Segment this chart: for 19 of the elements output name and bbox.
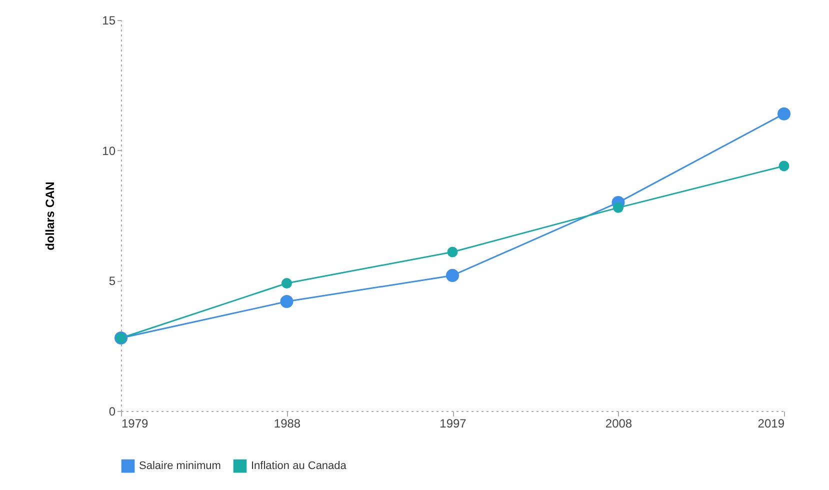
point — [778, 160, 790, 172]
point — [446, 268, 460, 282]
y-tick-label: 5 — [108, 274, 116, 288]
x-tick-label: 1997 — [440, 416, 467, 430]
point — [447, 246, 458, 258]
point — [280, 295, 294, 308]
point — [282, 278, 292, 289]
point — [613, 202, 624, 213]
point — [777, 107, 791, 120]
x-tick-label: 1979 — [122, 416, 149, 430]
y-tick-label: 15 — [102, 14, 116, 28]
legend-label: Salaire minimum — [139, 460, 221, 472]
y-axis-title: dollars CAN — [43, 182, 58, 250]
y-tick-label: 0 — [108, 404, 116, 418]
x-tick-label: 2008 — [605, 416, 632, 430]
legend-label: Inflation au Canada — [251, 460, 348, 472]
x-tick-label: 1988 — [274, 416, 301, 430]
x-tick-label: 2019 — [758, 416, 785, 430]
y-tick-label: 10 — [102, 144, 116, 158]
